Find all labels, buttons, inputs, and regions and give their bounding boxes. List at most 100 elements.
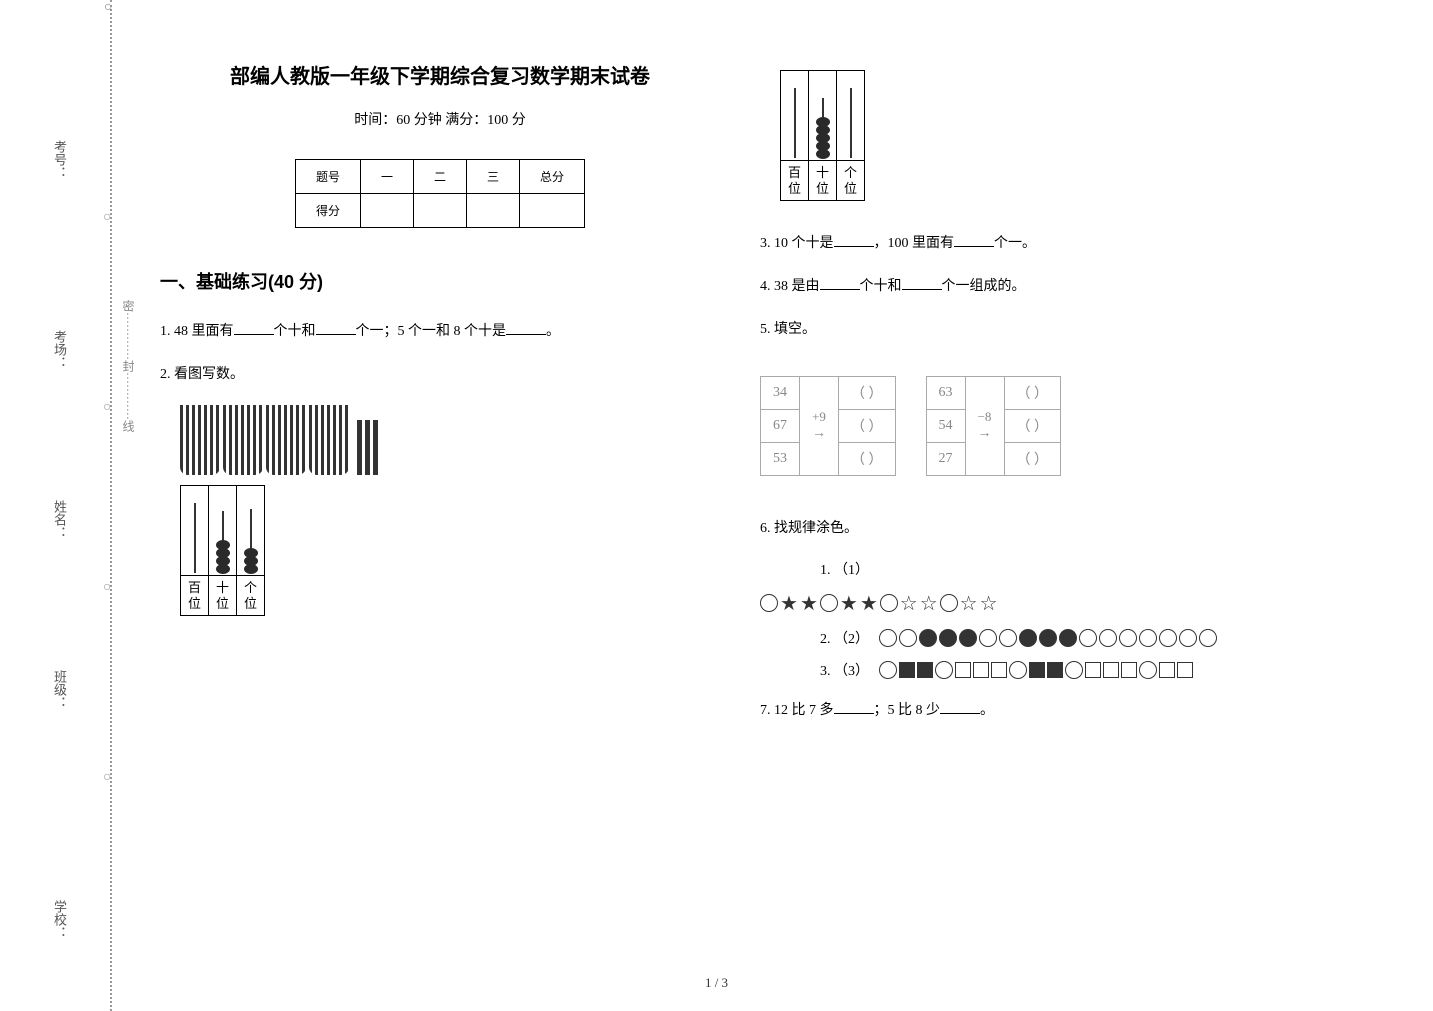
q4-text: 个十和 bbox=[860, 279, 902, 294]
q4-text: 4. 38 是由 bbox=[760, 279, 820, 294]
blank-input[interactable] bbox=[820, 276, 860, 290]
fill-cell[interactable]: （ ） bbox=[839, 409, 896, 442]
circle-filled-icon bbox=[959, 629, 977, 647]
score-cell[interactable] bbox=[413, 194, 466, 228]
abacus-bundles bbox=[180, 405, 720, 475]
blank-input[interactable] bbox=[954, 233, 994, 247]
right-column: 百位 十位 个位 3. 10 个十是，100 里面有个一。 4. 38 是由 个十… bbox=[760, 60, 1320, 741]
square-outline-icon[interactable] bbox=[1085, 662, 1101, 678]
score-header: 一 bbox=[360, 160, 413, 194]
blank-input[interactable] bbox=[834, 233, 874, 247]
sub-1-label: 1. （1） bbox=[820, 559, 1320, 579]
q3-text: 个一。 bbox=[994, 236, 1036, 251]
circle-outline-icon[interactable] bbox=[1179, 629, 1197, 647]
star-filled-icon: ★ bbox=[800, 591, 818, 616]
star-filled-icon: ★ bbox=[780, 591, 798, 616]
q3-text: 3. 10 个十是 bbox=[760, 236, 834, 251]
q2-label: 2. 看图写数。 bbox=[160, 367, 244, 382]
q1-text: 1. 48 里面有 bbox=[160, 324, 234, 339]
question-7: 7. 12 比 7 多；5 比 8 少。 bbox=[760, 698, 1320, 723]
circle-outline-icon[interactable] bbox=[1139, 629, 1157, 647]
square-outline-icon bbox=[955, 662, 971, 678]
square-outline-icon[interactable] bbox=[1159, 662, 1175, 678]
circle-outline-icon[interactable] bbox=[1139, 661, 1157, 679]
score-header: 题号 bbox=[295, 160, 360, 194]
circle-outline-icon[interactable] bbox=[1119, 629, 1137, 647]
square-outline-icon bbox=[991, 662, 1007, 678]
seal-line-text: 密············封············线 bbox=[120, 300, 137, 432]
score-cell[interactable] bbox=[467, 194, 520, 228]
circle-outline-icon bbox=[935, 661, 953, 679]
place-value-table-2: 百位 十位 个位 bbox=[780, 70, 865, 201]
sidebar-class: 班级： bbox=[50, 670, 69, 709]
score-cell[interactable] bbox=[360, 194, 413, 228]
circle-outline-icon[interactable] bbox=[1079, 629, 1097, 647]
tens-beads bbox=[209, 486, 237, 576]
star-filled-icon: ★ bbox=[840, 591, 858, 616]
square-outline-icon bbox=[973, 662, 989, 678]
bundle-icon bbox=[266, 405, 306, 475]
square-filled-icon bbox=[899, 662, 915, 678]
q1-text: 个一；5 个一和 8 个十是 bbox=[356, 324, 507, 339]
blank-input[interactable] bbox=[234, 321, 274, 335]
square-filled-icon bbox=[1029, 662, 1045, 678]
fill-cell[interactable]: （ ） bbox=[1004, 409, 1061, 442]
blank-input[interactable] bbox=[316, 321, 356, 335]
circle-filled-icon bbox=[1019, 629, 1037, 647]
blank-input[interactable] bbox=[834, 700, 874, 714]
star-outline-icon[interactable]: ☆ bbox=[900, 591, 918, 616]
star-outline-icon[interactable]: ☆ bbox=[960, 591, 978, 616]
sidebar-school: 学校： bbox=[50, 900, 69, 939]
fill-cell: 63 bbox=[926, 376, 965, 409]
circle-outline-icon bbox=[880, 594, 898, 612]
fill-cell[interactable]: （ ） bbox=[1004, 442, 1061, 475]
score-cell[interactable] bbox=[520, 194, 585, 228]
blank-input[interactable] bbox=[902, 276, 942, 290]
circle-outline-icon[interactable] bbox=[1099, 629, 1117, 647]
circle-marker: ○ bbox=[103, 400, 111, 416]
blank-input[interactable] bbox=[506, 321, 546, 335]
stick-icon bbox=[357, 420, 362, 475]
table-row: 得分 bbox=[295, 194, 584, 228]
sub-2-label: 2. （2） bbox=[820, 628, 869, 648]
sidebar-exam-id: 考号： bbox=[50, 140, 69, 179]
square-outline-icon[interactable] bbox=[1103, 662, 1119, 678]
place-label: 百位 bbox=[181, 576, 209, 616]
question-3: 3. 10 个十是，100 里面有个一。 bbox=[760, 231, 1320, 256]
score-row-label: 得分 bbox=[295, 194, 360, 228]
op-cell: +9→ bbox=[800, 376, 839, 475]
q6-label: 6. 找规律涂色。 bbox=[760, 521, 858, 536]
square-outline-icon[interactable] bbox=[1177, 662, 1193, 678]
main-content: 部编人教版一年级下学期综合复习数学期末试卷 时间：60 分钟 满分：100 分 … bbox=[160, 60, 1400, 741]
fill-cell[interactable]: （ ） bbox=[1004, 376, 1061, 409]
exam-title: 部编人教版一年级下学期综合复习数学期末试卷 bbox=[160, 60, 720, 89]
score-header: 三 bbox=[467, 160, 520, 194]
q4-text: 个一组成的。 bbox=[942, 279, 1026, 294]
star-outline-icon[interactable]: ☆ bbox=[920, 591, 938, 616]
square-outline-icon[interactable] bbox=[1121, 662, 1137, 678]
fill-cell[interactable]: （ ） bbox=[839, 442, 896, 475]
bundle-icon bbox=[223, 405, 263, 475]
circle-outline-icon bbox=[879, 629, 897, 647]
star-outline-icon[interactable]: ☆ bbox=[980, 591, 998, 616]
circle-outline-icon bbox=[820, 594, 838, 612]
square-filled-icon bbox=[917, 662, 933, 678]
fill-cell[interactable]: （ ） bbox=[839, 376, 896, 409]
place-label: 个位 bbox=[237, 576, 265, 616]
question-6: 6. 找规律涂色。 bbox=[760, 516, 1320, 541]
star-filled-icon: ★ bbox=[860, 591, 878, 616]
blank-input[interactable] bbox=[940, 700, 980, 714]
bundle-icon bbox=[180, 405, 220, 475]
ones-beads bbox=[237, 486, 265, 576]
fill-table-1: 34+9→（ ） 67（ ） 53（ ） bbox=[760, 376, 896, 476]
question-1: 1. 48 里面有个十和个一；5 个一和 8 个十是。 bbox=[160, 319, 720, 344]
circle-outline-icon[interactable] bbox=[1199, 629, 1217, 647]
place-label: 个位 bbox=[837, 161, 865, 201]
circle-filled-icon bbox=[1039, 629, 1057, 647]
fold-line bbox=[110, 0, 112, 1011]
circle-outline-icon bbox=[760, 594, 778, 612]
fill-cell: 53 bbox=[761, 442, 800, 475]
sidebar-name: 姓名： bbox=[50, 500, 69, 539]
circle-outline-icon[interactable] bbox=[1159, 629, 1177, 647]
place-label: 十位 bbox=[209, 576, 237, 616]
